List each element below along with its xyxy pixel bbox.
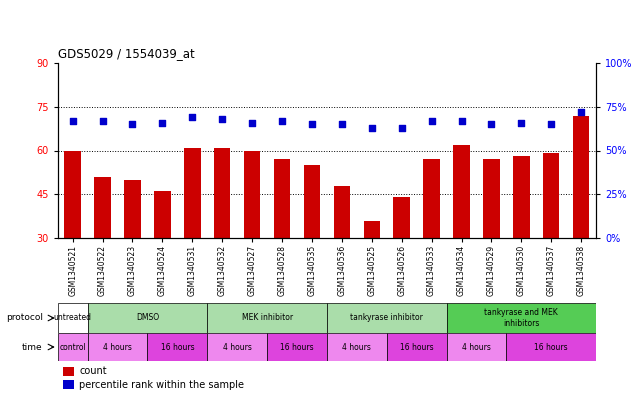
Bar <box>207 333 267 361</box>
Point <box>397 125 407 131</box>
Bar <box>327 303 447 333</box>
Text: 16 hours: 16 hours <box>535 343 568 351</box>
Point <box>67 118 78 124</box>
Bar <box>88 333 147 361</box>
Point <box>187 114 197 120</box>
Bar <box>363 220 380 238</box>
Bar <box>333 185 350 238</box>
Text: count: count <box>79 366 107 376</box>
Bar <box>124 180 141 238</box>
Bar <box>214 148 231 238</box>
Point <box>546 121 556 127</box>
Bar <box>184 148 201 238</box>
Text: tankyrase and MEK
inhibitors: tankyrase and MEK inhibitors <box>485 308 558 328</box>
Text: control: control <box>59 343 86 351</box>
Point <box>367 125 377 131</box>
Bar <box>304 165 320 238</box>
Text: 16 hours: 16 hours <box>280 343 314 351</box>
Bar <box>447 303 596 333</box>
Bar <box>543 153 560 238</box>
Text: 4 hours: 4 hours <box>103 343 132 351</box>
Point <box>516 119 526 126</box>
Text: 16 hours: 16 hours <box>400 343 433 351</box>
Bar <box>447 333 506 361</box>
Bar <box>58 303 88 333</box>
Bar <box>244 151 260 238</box>
Point <box>277 118 287 124</box>
Bar <box>64 151 81 238</box>
Point <box>157 119 167 126</box>
Text: tankyrase inhibitor: tankyrase inhibitor <box>350 314 423 323</box>
Bar <box>63 367 74 375</box>
Text: 4 hours: 4 hours <box>342 343 371 351</box>
Bar <box>58 333 88 361</box>
Bar <box>154 191 171 238</box>
Bar <box>147 333 207 361</box>
Point <box>456 118 467 124</box>
Text: 4 hours: 4 hours <box>462 343 491 351</box>
Bar <box>327 333 387 361</box>
Bar <box>394 197 410 238</box>
Text: GDS5029 / 1554039_at: GDS5029 / 1554039_at <box>58 48 194 61</box>
Bar <box>88 303 207 333</box>
Bar <box>274 159 290 238</box>
Bar <box>387 333 447 361</box>
Point <box>337 121 347 127</box>
Bar <box>513 156 529 238</box>
Point <box>576 109 587 115</box>
Bar <box>483 159 500 238</box>
Text: time: time <box>22 343 43 351</box>
Text: DMSO: DMSO <box>136 314 159 323</box>
Text: percentile rank within the sample: percentile rank within the sample <box>79 380 244 389</box>
Point <box>487 121 497 127</box>
Text: untreated: untreated <box>54 314 92 323</box>
Bar <box>94 177 111 238</box>
Text: MEK inhibitor: MEK inhibitor <box>242 314 293 323</box>
Point <box>307 121 317 127</box>
Bar <box>573 116 590 238</box>
Point <box>247 119 257 126</box>
Bar <box>453 145 470 238</box>
Point <box>426 118 437 124</box>
Point <box>128 121 138 127</box>
Bar <box>506 333 596 361</box>
Bar <box>423 159 440 238</box>
Bar <box>267 333 327 361</box>
Text: 4 hours: 4 hours <box>222 343 252 351</box>
Bar <box>207 303 327 333</box>
Text: protocol: protocol <box>6 314 43 323</box>
Point <box>217 116 228 122</box>
Point <box>97 118 108 124</box>
Bar <box>63 380 74 389</box>
Text: 16 hours: 16 hours <box>160 343 194 351</box>
